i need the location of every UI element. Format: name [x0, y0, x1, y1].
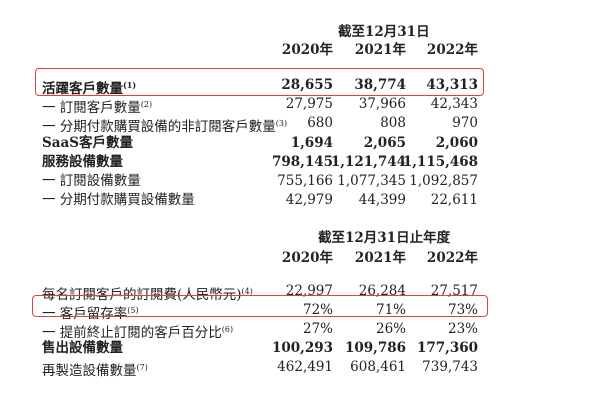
footnote-marker: (6) — [221, 325, 234, 334]
cell-value: 798,145 — [271, 153, 333, 170]
year-header: 2022年 — [426, 250, 478, 266]
cell-value: 27,975 — [285, 96, 333, 113]
year-header: 2021年 — [354, 42, 406, 58]
row-label: 活躍客戶數量(1) — [42, 76, 136, 99]
cell-value: 755,166 — [277, 173, 333, 189]
cell-value: 73% — [447, 302, 478, 318]
row-label-text: 一 訂閱客戶數量 — [42, 100, 141, 117]
cell-value: 2,065 — [363, 134, 406, 151]
table-row: 一 分期付款購買設備數量 42,979 44,399 22,611 — [0, 191, 600, 210]
row-label-text: 一 分期付款購買設備的非訂閱客戶數量 — [42, 119, 276, 136]
cell-value: 44,399 — [358, 192, 406, 209]
table-row: 一 訂閱設備數量 755,166 1,077,345 1,092,857 — [0, 172, 600, 191]
table-row: SaaS客戶數量 1,694 2,065 2,060 — [0, 134, 600, 153]
footnote-marker: (3) — [275, 119, 288, 129]
cell-value: 109,786 — [344, 340, 406, 356]
table-row: 服務設備數量 798,145 1,121,744 1,115,468 — [0, 153, 600, 172]
footnote-marker: (2) — [140, 100, 153, 110]
cell-value: 42,979 — [285, 192, 333, 209]
row-label-text: 一 客戶留存率 — [42, 306, 128, 322]
row-label-text: 再製造設備數量 — [42, 363, 137, 379]
row-label-text: 服務設備數量 — [42, 153, 123, 170]
row-label-text: 活躍客戶數量 — [42, 81, 123, 97]
cell-value: 23% — [447, 321, 478, 337]
cell-value: 38,774 — [354, 77, 406, 93]
cell-value: 28,655 — [281, 77, 333, 93]
footnote-marker: (7) — [136, 363, 148, 372]
cell-value: 37,966 — [358, 96, 406, 113]
period-header: 截至12月31日止年度 — [318, 230, 451, 246]
cell-value: 1,077,345 — [337, 173, 406, 189]
cell-value: 970 — [452, 115, 478, 132]
cell-value: 608,461 — [350, 359, 406, 375]
cell-value: 2,060 — [435, 134, 478, 151]
cell-value: 808 — [380, 115, 406, 132]
cell-value: 462,491 — [277, 359, 333, 375]
row-label: 一 提前終止訂閱的客戶百分比(6) — [42, 320, 233, 343]
table-row: 再製造設備數量(7) 462,491 608,461 739,743 — [0, 358, 600, 379]
cell-value: 1,115,468 — [402, 153, 478, 170]
row-label-text: 一 提前終止訂閱的客戶百分比 — [42, 325, 222, 341]
cell-value: 43,313 — [426, 77, 478, 93]
row-label: 一 客戶留存率(5) — [42, 301, 139, 324]
year-header: 2020年 — [281, 42, 333, 58]
footnote-marker: (5) — [127, 306, 139, 315]
row-label: 一 訂閱設備數量 — [42, 172, 141, 191]
table-row: 售出設備數量 100,293 109,786 177,360 — [0, 339, 600, 358]
footnote-marker: (1) — [123, 80, 137, 90]
period-header: 截至12月31日 — [338, 24, 430, 40]
row-label: 再製造設備數量(7) — [42, 358, 148, 381]
cell-value: 680 — [307, 115, 333, 132]
table-row: 活躍客戶數量(1) 28,655 38,774 43,313 — [0, 76, 600, 97]
table-row: 一 客戶留存率(5) 72% 71% 73% — [0, 301, 600, 322]
year-header: 2022年 — [426, 42, 478, 58]
year-header: 2020年 — [281, 250, 333, 266]
row-label-text: SaaS客戶數量 — [42, 134, 133, 151]
highlight-box — [32, 295, 488, 317]
cell-value: 71% — [375, 302, 406, 318]
row-label: 一 訂閱客戶數量(2) — [42, 95, 152, 118]
footnote-marker: (4) — [241, 287, 253, 296]
cell-value: 1,694 — [290, 134, 333, 151]
cell-value: 100,293 — [271, 340, 333, 356]
cell-value: 739,743 — [422, 359, 478, 375]
cell-value: 26% — [375, 321, 406, 337]
table-row: 一 提前終止訂閱的客戶百分比(6) 27% 26% 23% — [0, 320, 600, 341]
cell-value: 1,121,744 — [330, 153, 406, 170]
cell-value: 1,092,857 — [409, 173, 478, 189]
cell-value: 27% — [302, 321, 333, 337]
row-label: 售出設備數量 — [42, 339, 123, 358]
table-row: 一 訂閱客戶數量(2) 27,975 37,966 42,343 — [0, 95, 600, 116]
cell-value: 177,360 — [416, 340, 478, 356]
row-label-text: 一 分期付款購買設備數量 — [42, 192, 195, 209]
highlight-box — [35, 68, 484, 96]
row-label: 服務設備數量 — [42, 153, 123, 172]
cell-value: 72% — [302, 302, 333, 318]
row-label-text: 一 訂閱設備數量 — [42, 173, 141, 189]
cell-value: 22,611 — [430, 192, 478, 209]
row-label: 一 分期付款購買設備數量 — [42, 191, 195, 210]
row-label: SaaS客戶數量 — [42, 134, 133, 153]
row-label-text: 售出設備數量 — [42, 340, 123, 356]
table-row: 一 分期付款購買設備的非訂閱客戶數量(3) 680 808 970 — [0, 114, 600, 135]
cell-value: 42,343 — [430, 96, 478, 113]
row-label: 一 分期付款購買設備的非訂閱客戶數量(3) — [42, 114, 287, 137]
year-header: 2021年 — [354, 250, 406, 266]
